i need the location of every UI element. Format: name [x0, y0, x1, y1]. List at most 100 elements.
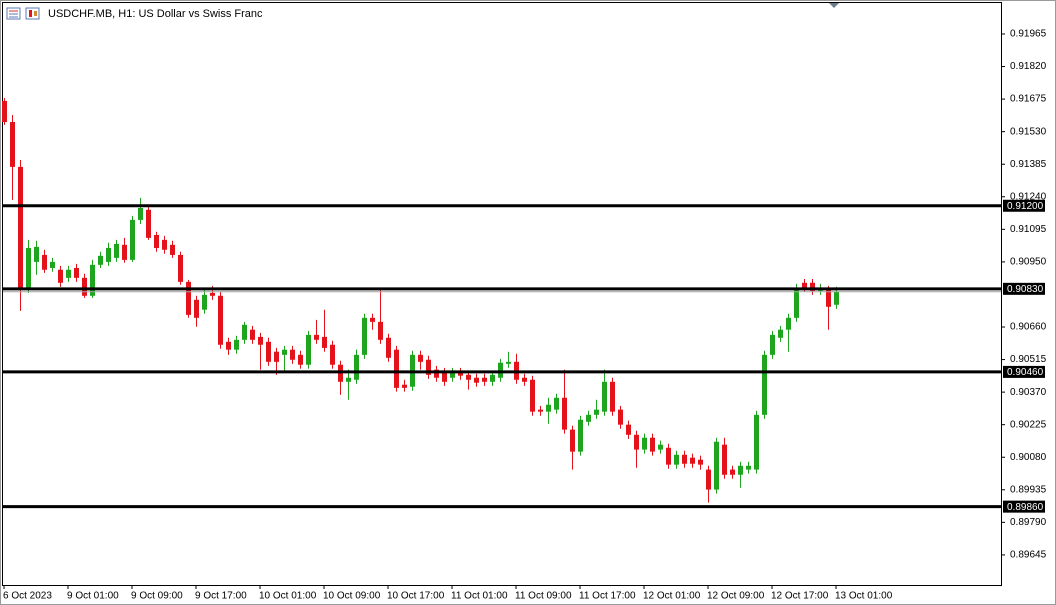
- candle-body: [450, 371, 455, 378]
- candle-body: [498, 362, 503, 378]
- candle-body: [506, 361, 511, 364]
- candle-body: [634, 434, 639, 450]
- candle-body: [522, 377, 527, 382]
- candle-body: [570, 429, 575, 452]
- y-tick-label: 0.90370: [1010, 387, 1047, 398]
- shift-marker: [829, 3, 839, 8]
- x-tick-label: 11 Oct 01:00: [451, 591, 508, 602]
- candle-body: [298, 354, 303, 365]
- candle-body: [106, 247, 111, 262]
- candle-body: [442, 371, 447, 382]
- y-tick-label: 0.90225: [1010, 419, 1047, 430]
- candle-body: [426, 359, 431, 375]
- y-tick-label: 0.91240: [1010, 191, 1047, 202]
- y-tick-label: 0.91965: [1010, 29, 1047, 40]
- y-tick-label: 0.91095: [1010, 224, 1047, 235]
- level-label-box: [1003, 199, 1045, 212]
- candle-body: [26, 247, 31, 290]
- candle-body: [722, 444, 727, 475]
- candle-body: [778, 329, 783, 338]
- candle-body: [746, 465, 751, 470]
- level-label: 0.90830: [1007, 284, 1044, 295]
- plot-border: [2, 2, 1002, 586]
- candle-body: [538, 409, 543, 412]
- x-tick-label: 10 Oct 01:00: [259, 591, 317, 602]
- candle-body: [794, 289, 799, 318]
- candle-body: [354, 354, 359, 380]
- candle-body: [42, 254, 47, 270]
- candle-body: [146, 209, 151, 238]
- icon: [25, 7, 40, 20]
- candle-body: [170, 244, 175, 255]
- candle-body: [274, 351, 279, 362]
- candle-body: [562, 397, 567, 430]
- candle-body: [34, 246, 39, 262]
- candle-body: [474, 377, 479, 383]
- candle-body: [490, 374, 495, 382]
- x-tick-label: 10 Oct 17:00: [387, 591, 445, 602]
- candle-body: [738, 465, 743, 475]
- y-tick-label: 0.90515: [1010, 354, 1047, 365]
- level-label: 0.89860: [1007, 502, 1044, 513]
- candle-body: [66, 269, 71, 278]
- candle-body: [58, 269, 63, 283]
- candle-body: [322, 336, 327, 348]
- candle-body: [186, 281, 191, 315]
- candle-body: [162, 239, 167, 250]
- candle-body: [282, 349, 287, 355]
- candle-body: [82, 277, 87, 296]
- candle-body: [18, 166, 23, 290]
- candle-body: [114, 243, 119, 258]
- candle-body: [618, 409, 623, 425]
- candle-body: [554, 397, 559, 410]
- candle-body: [802, 282, 807, 288]
- candle-body: [290, 349, 295, 360]
- candle-body: [242, 324, 247, 340]
- x-tick-label: 6 Oct 2023: [3, 591, 52, 602]
- candle-body: [762, 354, 767, 415]
- candle-body: [194, 299, 199, 318]
- candle-body: [466, 374, 471, 380]
- candle-body: [10, 122, 15, 167]
- candle-body: [154, 234, 159, 248]
- x-tick-label: 11 Oct 09:00: [515, 591, 572, 602]
- candle-body: [386, 337, 391, 358]
- candle-body: [810, 282, 815, 291]
- candle-body: [378, 321, 383, 340]
- y-tick-label: 0.90950: [1010, 257, 1047, 268]
- candle-body: [730, 469, 735, 475]
- candle-body: [546, 404, 551, 412]
- x-tick-label: 13 Oct 01:00: [835, 591, 893, 602]
- toolbar-icons: [6, 7, 40, 20]
- candle-body: [90, 264, 95, 296]
- candle-body: [626, 424, 631, 435]
- candle-body: [50, 261, 55, 268]
- candle-body: [258, 336, 263, 345]
- y-tick-label: 0.89790: [1010, 517, 1047, 528]
- y-tick-label: 0.90660: [1010, 322, 1047, 333]
- x-tick-label: 10 Oct 09:00: [323, 591, 381, 602]
- x-tick-label: 9 Oct 09:00: [131, 591, 183, 602]
- candle-body: [250, 329, 255, 340]
- candle-body: [578, 419, 583, 452]
- candle-body: [210, 292, 215, 296]
- candle-body: [74, 267, 79, 278]
- candle-body: [178, 254, 183, 282]
- x-tick-label: 12 Oct 01:00: [643, 591, 701, 602]
- candle-body: [202, 294, 207, 310]
- candle-body: [434, 369, 439, 378]
- candle-body: [610, 381, 615, 412]
- y-tick-label: 0.91385: [1010, 159, 1047, 170]
- candle-body: [530, 379, 535, 412]
- candle-body: [786, 317, 791, 330]
- candle-body: [130, 219, 135, 260]
- candle-body: [602, 381, 607, 412]
- candle-body: [234, 339, 239, 350]
- candle-body: [826, 289, 831, 307]
- candle-body: [666, 447, 671, 465]
- candle-body: [682, 454, 687, 464]
- candle-body: [714, 441, 719, 490]
- candle-body: [698, 459, 703, 465]
- x-tick-label: 9 Oct 01:00: [67, 591, 119, 602]
